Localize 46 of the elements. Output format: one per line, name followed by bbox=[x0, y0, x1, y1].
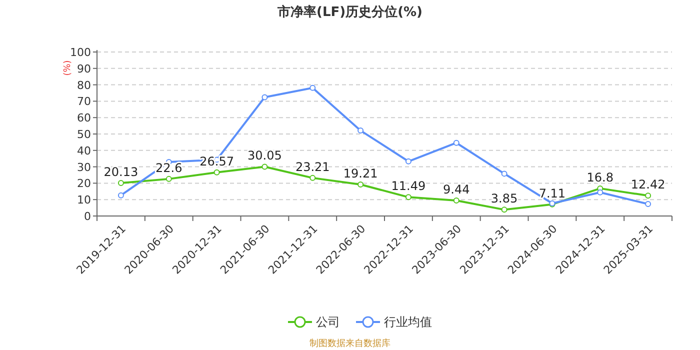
y-tick-label: 60 bbox=[77, 112, 91, 125]
data-label: 11.49 bbox=[391, 179, 426, 194]
point bbox=[262, 164, 268, 170]
data-label: 16.8 bbox=[586, 170, 614, 184]
data-label: 20.13 bbox=[104, 164, 138, 179]
point bbox=[597, 189, 604, 196]
point bbox=[453, 198, 460, 204]
y-tick-label: 100 bbox=[70, 46, 91, 59]
point bbox=[453, 140, 460, 146]
point bbox=[405, 194, 412, 200]
y-tick-label: 70 bbox=[77, 95, 91, 108]
y-tick-label: 20 bbox=[77, 177, 91, 190]
point bbox=[501, 206, 508, 213]
y-tick-label: 40 bbox=[77, 144, 91, 158]
y-tick-label: 10 bbox=[77, 194, 91, 207]
point bbox=[645, 201, 652, 208]
point bbox=[405, 158, 412, 164]
y-tick-label: 80 bbox=[77, 78, 91, 92]
point bbox=[501, 170, 508, 177]
point bbox=[310, 84, 316, 91]
y-tick-label: 0 bbox=[84, 210, 91, 223]
point bbox=[358, 128, 364, 134]
y-axis-title: (%) bbox=[63, 60, 73, 76]
data-label: 3.85 bbox=[490, 192, 518, 206]
y-tick-label: 50 bbox=[77, 128, 91, 141]
point bbox=[645, 192, 652, 199]
y-tick-label: 30 bbox=[77, 160, 91, 174]
data-label: 23.21 bbox=[295, 160, 330, 174]
data-label: 12.42 bbox=[630, 178, 666, 192]
chart-title: 市净率(LF)历史分位(%) bbox=[276, 4, 422, 20]
legend-label: 公司 bbox=[316, 315, 340, 329]
point bbox=[118, 192, 124, 198]
point bbox=[214, 169, 220, 176]
y-tick-label: 90 bbox=[77, 62, 91, 76]
point bbox=[118, 180, 124, 186]
data-label: 30.05 bbox=[248, 148, 282, 163]
point bbox=[262, 94, 268, 100]
legend-label: 行业均值 bbox=[384, 315, 432, 329]
data-label: 9.44 bbox=[443, 182, 470, 197]
text: 制图数据来自数据库 bbox=[310, 338, 390, 349]
data-label: 7.11 bbox=[538, 186, 566, 200]
data-label: 26.57 bbox=[200, 154, 234, 168]
point bbox=[166, 176, 172, 182]
point bbox=[310, 174, 316, 181]
point bbox=[358, 181, 364, 188]
data-label: 19.21 bbox=[343, 166, 378, 180]
